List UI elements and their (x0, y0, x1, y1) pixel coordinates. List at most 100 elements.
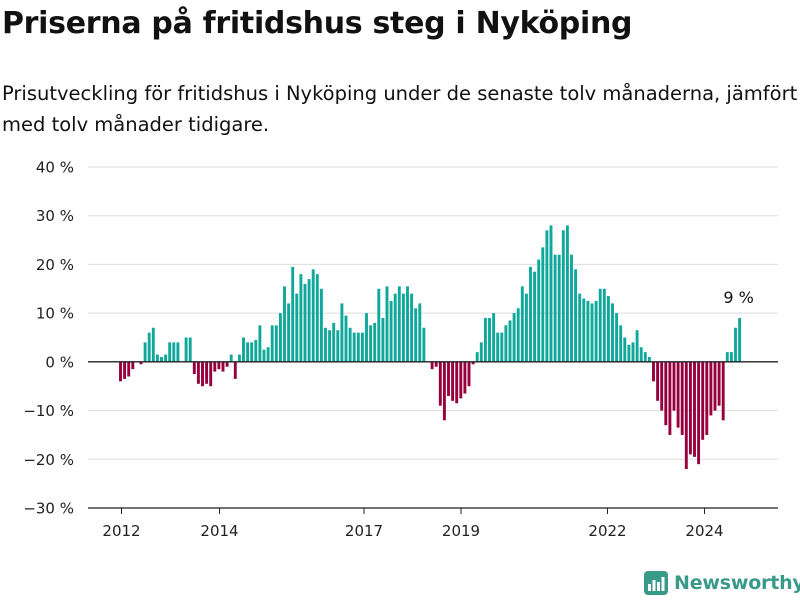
bar (545, 230, 549, 362)
bar (537, 259, 541, 362)
bar (693, 361, 696, 457)
newsworthy-logo[interactable]: Newsworthy (644, 569, 800, 597)
last-value-label: 9 % (723, 288, 753, 307)
bar (684, 361, 688, 470)
bar (467, 361, 471, 387)
bar (438, 361, 442, 406)
bar (246, 342, 250, 362)
bar (668, 361, 672, 435)
bar (709, 361, 713, 416)
bar (414, 308, 418, 362)
bar (397, 286, 401, 362)
chart-subtitle: Prisutveckling för fritidshus i Nyköping… (2, 82, 798, 136)
bar (410, 293, 414, 362)
bar (348, 327, 352, 362)
y-tick-label: 30 % (36, 207, 74, 225)
bar (352, 332, 356, 362)
bar (160, 356, 163, 362)
bar (172, 342, 176, 362)
bar-chart-logo-icon (644, 571, 668, 595)
bar (143, 342, 147, 362)
bar (209, 361, 213, 387)
bar (295, 293, 299, 362)
bar (533, 271, 537, 362)
bar (291, 266, 295, 362)
bar (463, 361, 467, 394)
gridlines (88, 166, 778, 460)
bar (459, 361, 463, 399)
bar (278, 313, 282, 362)
bar (287, 303, 291, 362)
bar (299, 274, 303, 362)
bar (455, 361, 459, 404)
bar (541, 247, 545, 362)
x-axis-tick-labels: 2012 2014 2017 2019 2022 2024 (102, 508, 724, 540)
x-tick-label: 2012 (102, 522, 140, 540)
bar (471, 361, 475, 365)
bar (615, 313, 619, 362)
bar (315, 274, 319, 362)
bar (217, 361, 221, 370)
bar (652, 361, 655, 382)
bar (250, 342, 254, 362)
bar (196, 361, 200, 384)
bar (643, 352, 647, 362)
bar (340, 303, 344, 362)
bar (151, 327, 155, 362)
bar (365, 313, 368, 362)
bar (729, 352, 733, 362)
bar (701, 361, 705, 440)
chart-title: Priserna på fritidshus steg i Nyköping (2, 6, 633, 41)
bar (188, 337, 192, 362)
bar (127, 361, 131, 377)
bar (578, 293, 582, 362)
bar (274, 325, 278, 362)
bar (500, 332, 504, 362)
bar (635, 330, 639, 362)
bar (639, 347, 643, 362)
x-tick-label: 2017 (345, 522, 383, 540)
bar (647, 356, 651, 362)
bar (516, 308, 520, 362)
bar (242, 337, 245, 362)
bar (434, 361, 438, 367)
x-tick-label: 2019 (442, 522, 480, 540)
bar (311, 269, 315, 362)
bar (192, 361, 196, 375)
bar (328, 330, 332, 362)
bar (147, 332, 151, 362)
bar (598, 288, 602, 362)
bar (168, 342, 172, 362)
bar (602, 288, 606, 362)
bar (377, 288, 381, 362)
bar-chart: 40 %30 %20 %10 %0 %−10 %−20 %−30 % 2012 2… (23, 159, 778, 540)
bar (393, 293, 397, 362)
bar (213, 361, 217, 372)
bar (524, 293, 528, 362)
bar (475, 352, 479, 362)
bar (705, 361, 709, 435)
bar (381, 318, 385, 362)
bar (184, 337, 188, 362)
bar (717, 361, 721, 406)
bar (508, 320, 512, 362)
bar (738, 318, 742, 362)
bar (451, 361, 455, 401)
bar (574, 269, 578, 362)
bar (611, 303, 614, 362)
bar (594, 300, 598, 362)
bar (488, 318, 491, 362)
bar (233, 361, 237, 379)
bar (266, 347, 270, 362)
bar (319, 288, 323, 362)
y-tick-label: −20 % (23, 451, 74, 469)
y-axis-tick-labels: 40 % 30 % 20 % 10 % 0 % −10 % −20 % −30 % (23, 159, 74, 518)
brand-name: Newsworthy (674, 572, 800, 594)
bar (283, 286, 286, 362)
bar (631, 342, 635, 362)
bar (582, 298, 586, 362)
bar (680, 361, 684, 435)
bar (262, 349, 266, 362)
bar (324, 327, 327, 362)
bar (430, 361, 434, 370)
